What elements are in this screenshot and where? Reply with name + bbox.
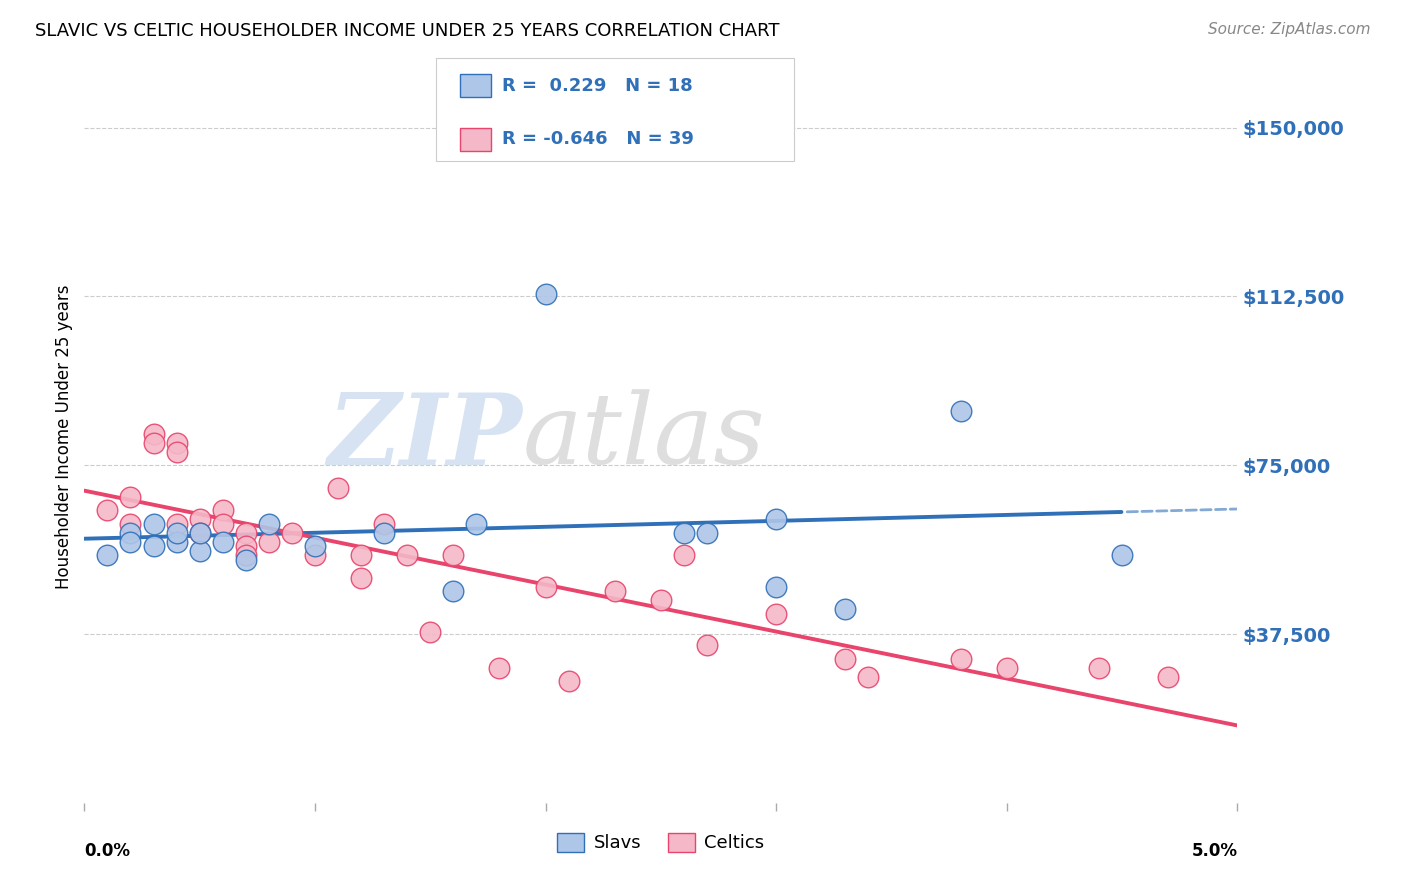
Point	[142, 539, 165, 553]
Point	[211, 516, 233, 531]
Point	[281, 525, 304, 540]
Point	[166, 435, 188, 450]
Point	[949, 404, 972, 418]
Point	[949, 652, 972, 666]
Point	[1088, 661, 1111, 675]
Point	[235, 548, 257, 562]
Point	[995, 661, 1018, 675]
Point	[235, 553, 257, 567]
Point	[120, 525, 142, 540]
Point	[765, 580, 787, 594]
Point	[304, 548, 326, 562]
Point	[534, 580, 557, 594]
Point	[235, 539, 257, 553]
Point	[765, 512, 787, 526]
Point	[672, 548, 695, 562]
Point	[96, 503, 118, 517]
Point	[120, 516, 142, 531]
Point	[142, 426, 165, 441]
Point	[650, 593, 672, 607]
Point	[142, 516, 165, 531]
Point	[211, 503, 233, 517]
Point	[142, 435, 165, 450]
Point	[96, 548, 118, 562]
Point	[166, 525, 188, 540]
Point	[257, 534, 280, 549]
Point	[396, 548, 419, 562]
Point	[350, 548, 373, 562]
Point	[672, 525, 695, 540]
Text: R = -0.646   N = 39: R = -0.646 N = 39	[502, 130, 693, 148]
Point	[120, 534, 142, 549]
Y-axis label: Householder Income Under 25 years: Householder Income Under 25 years	[55, 285, 73, 590]
Point	[257, 516, 280, 531]
Point	[557, 674, 579, 689]
Point	[441, 548, 464, 562]
Text: 5.0%: 5.0%	[1191, 842, 1237, 860]
Point	[166, 444, 188, 458]
Point	[441, 584, 464, 599]
Point	[211, 534, 233, 549]
Point	[373, 525, 395, 540]
Point	[350, 571, 373, 585]
Point	[488, 661, 510, 675]
Text: atlas: atlas	[523, 390, 765, 484]
Text: R =  0.229   N = 18: R = 0.229 N = 18	[502, 77, 693, 95]
Point	[188, 543, 211, 558]
Point	[603, 584, 626, 599]
Point	[834, 652, 856, 666]
Point	[1157, 670, 1180, 684]
Point	[465, 516, 488, 531]
Point	[1111, 548, 1133, 562]
Point	[235, 525, 257, 540]
Point	[765, 607, 787, 621]
Point	[188, 525, 211, 540]
Point	[834, 602, 856, 616]
Point	[166, 516, 188, 531]
Point	[858, 670, 880, 684]
Point	[696, 525, 718, 540]
Text: SLAVIC VS CELTIC HOUSEHOLDER INCOME UNDER 25 YEARS CORRELATION CHART: SLAVIC VS CELTIC HOUSEHOLDER INCOME UNDE…	[35, 22, 780, 40]
Point	[696, 638, 718, 652]
Point	[166, 534, 188, 549]
Point	[373, 516, 395, 531]
Point	[304, 539, 326, 553]
Point	[534, 287, 557, 301]
Point	[120, 490, 142, 504]
Point	[188, 525, 211, 540]
Text: 0.0%: 0.0%	[84, 842, 131, 860]
Point	[419, 624, 441, 639]
Text: Source: ZipAtlas.com: Source: ZipAtlas.com	[1208, 22, 1371, 37]
Legend: Slavs, Celtics: Slavs, Celtics	[550, 826, 772, 860]
Text: ZIP: ZIP	[328, 389, 523, 485]
Point	[326, 481, 349, 495]
Point	[188, 512, 211, 526]
